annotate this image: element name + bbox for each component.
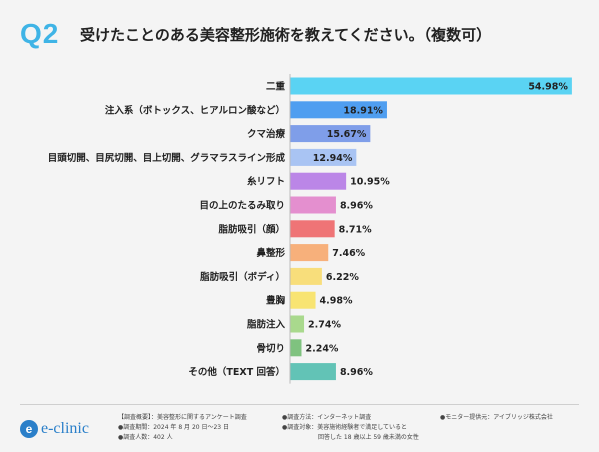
category-label-1: 注入系（ボトックス、ヒアルロン酸など） [105,104,285,116]
bar-11 [290,339,302,357]
category-label-6: 脂肪吸引（顔） [217,223,285,235]
value-label-1: 18.91% [343,105,383,116]
eclinic-logo: e e-clinic [20,420,89,438]
logo-mark-icon: e [20,420,38,438]
category-label-2: クマ治療 [247,128,286,140]
chart-title: 受けたことのある美容整形施術を教えてください。（複数可） [80,26,492,44]
survey-overview: 【調査概要】：美容整形に関するアンケート調査 [118,414,247,421]
category-label-4: 糸リフト [247,176,285,188]
value-label-4: 10.95% [350,177,390,188]
bar-7 [290,244,329,262]
logo-text: e-clinic [41,420,89,437]
bar-chart: 二重 54.98% 注入系（ボトックス、ヒアルロン酸など） 18.91% クマ治療 15.… [48,74,572,384]
bar-9 [290,291,316,309]
survey-count: ●調査人数：402 人 [118,434,173,441]
survey-method: ●調査方法：インターネット調査 [282,414,372,421]
bar-0 [290,77,572,95]
bar-5 [290,196,336,214]
bar-2 [290,125,371,143]
value-label-7: 7.46% [332,248,365,259]
category-label-12: その他（TEXT 回答） [188,366,285,378]
value-label-11: 2.24% [305,343,338,354]
bar-8 [290,267,322,285]
value-label-12: 8.96% [340,367,373,378]
value-label-0: 54.98% [528,82,568,93]
bar-6 [290,220,335,238]
survey-period: ●調査期間：2024 年 8 月 20 日～23 日 [118,424,230,431]
question-badge: Q2 [20,18,60,49]
category-label-7: 鼻整形 [256,247,285,259]
category-label-9: 豊胸 [266,295,286,307]
bar-3 [290,148,357,166]
category-label-5: 目の上のたるみ取り [199,200,285,212]
bar-4 [290,172,347,190]
survey-target-cont: 回答した 18 歳以上 59 歳未満の女性 [318,434,419,441]
value-label-3: 12.94% [313,153,353,164]
category-label-3: 目頭切開、目尻切開、目上切開、グラマラスライン形成 [48,152,286,164]
footer-divider [20,404,579,405]
value-label-9: 4.98% [320,296,353,307]
bar-12 [290,363,336,381]
value-label-2: 15.67% [327,129,367,140]
survey-target: ●調査対象：美容施術経験者で満足していると [282,424,408,431]
category-label-0: 二重 [266,81,286,93]
value-label-6: 8.71% [339,224,372,235]
bar-10 [290,315,305,333]
value-label-10: 2.74% [308,320,341,331]
bar-1 [290,101,387,119]
monitor-provider: ●モニター提供元：アイブリッジ株式会社 [440,414,553,421]
category-label-11: 骨切り [256,343,285,354]
value-label-5: 8.96% [340,201,373,212]
value-label-8: 6.22% [326,272,359,283]
category-label-10: 脂肪注入 [246,319,286,331]
category-label-8: 脂肪吸引（ボディ） [199,271,285,283]
